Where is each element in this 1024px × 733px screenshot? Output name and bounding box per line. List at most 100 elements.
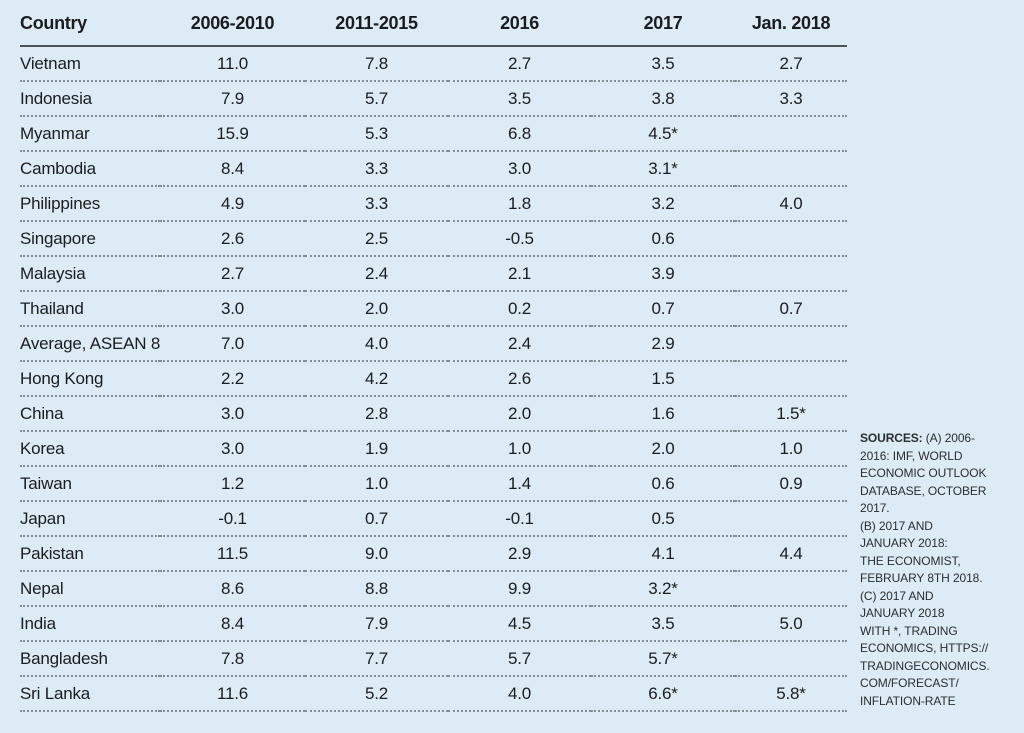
table-row: Nepal 8.6 8.8 9.9 3.2* bbox=[20, 571, 847, 607]
value-cell: 3.3 bbox=[735, 81, 847, 117]
column-header-country: Country bbox=[20, 4, 160, 47]
column-header-2011-2015: 2011-2015 bbox=[305, 4, 448, 47]
country-cell: China bbox=[20, 396, 160, 432]
country-cell: Korea bbox=[20, 431, 160, 467]
table-row: Average, ASEAN 8 7.0 4.0 2.4 2.9 bbox=[20, 326, 847, 362]
value-cell: 3.3 bbox=[305, 151, 448, 187]
value-cell: 2.0 bbox=[305, 291, 448, 327]
country-cell: Philippines bbox=[20, 186, 160, 222]
table-row: India 8.4 7.9 4.5 3.5 5.0 bbox=[20, 606, 847, 642]
value-cell: 1.0 bbox=[448, 431, 591, 467]
table-body: Vietnam 11.0 7.8 2.7 3.5 2.7 Indonesia 7.9 5.7 3.… bbox=[20, 46, 847, 712]
table-row: Pakistan 11.5 9.0 2.9 4.1 4.4 bbox=[20, 536, 847, 572]
sources-text: (A) 2006- 2016: IMF, WORLD ECONOMIC OUTL… bbox=[860, 431, 990, 708]
table-row: China 3.0 2.8 2.0 1.6 1.5* bbox=[20, 396, 847, 432]
table-row: Taiwan 1.2 1.0 1.4 0.6 0.9 bbox=[20, 466, 847, 502]
country-cell: Hong Kong bbox=[20, 361, 160, 397]
value-cell: 5.3 bbox=[305, 116, 448, 152]
table-row: Singapore 2.6 2.5 -0.5 0.6 bbox=[20, 221, 847, 257]
value-cell: 2.5 bbox=[305, 221, 448, 257]
value-cell: 3.0 bbox=[160, 396, 305, 432]
value-cell: 1.8 bbox=[448, 186, 591, 222]
header-row: Country 2006-2010 2011-2015 2016 2017 Ja… bbox=[20, 4, 847, 47]
column-header-2016: 2016 bbox=[448, 4, 591, 47]
value-cell: 2.4 bbox=[305, 256, 448, 292]
value-cell: -0.1 bbox=[160, 501, 305, 537]
value-cell: 3.5 bbox=[591, 606, 735, 642]
table-row: Indonesia 7.9 5.7 3.5 3.8 3.3 bbox=[20, 81, 847, 117]
value-cell: 1.9 bbox=[305, 431, 448, 467]
table-row: Myanmar 15.9 5.3 6.8 4.5* bbox=[20, 116, 847, 152]
table-row: Japan -0.1 0.7 -0.1 0.5 bbox=[20, 501, 847, 537]
value-cell: 1.5 bbox=[591, 361, 735, 397]
country-cell: Malaysia bbox=[20, 256, 160, 292]
value-cell: 1.2 bbox=[160, 466, 305, 502]
value-cell: 4.0 bbox=[448, 676, 591, 712]
value-cell: 8.4 bbox=[160, 606, 305, 642]
value-cell bbox=[735, 326, 847, 362]
value-cell: 0.7 bbox=[305, 501, 448, 537]
value-cell: 3.8 bbox=[591, 81, 735, 117]
value-cell: 8.6 bbox=[160, 571, 305, 607]
table-area: Country 2006-2010 2011-2015 2016 2017 Ja… bbox=[20, 4, 847, 712]
value-cell: 2.9 bbox=[591, 326, 735, 362]
value-cell bbox=[735, 221, 847, 257]
value-cell: 0.9 bbox=[735, 466, 847, 502]
value-cell: 0.7 bbox=[591, 291, 735, 327]
country-cell: Sri Lanka bbox=[20, 676, 160, 712]
value-cell bbox=[735, 641, 847, 677]
value-cell: 3.0 bbox=[160, 431, 305, 467]
value-cell: 5.2 bbox=[305, 676, 448, 712]
value-cell: 3.0 bbox=[160, 291, 305, 327]
value-cell: 2.2 bbox=[160, 361, 305, 397]
value-cell bbox=[735, 151, 847, 187]
table-row: Hong Kong 2.2 4.2 2.6 1.5 bbox=[20, 361, 847, 397]
table-row: Cambodia 8.4 3.3 3.0 3.1* bbox=[20, 151, 847, 187]
country-cell: Bangladesh bbox=[20, 641, 160, 677]
country-cell: Nepal bbox=[20, 571, 160, 607]
inflation-table: Country 2006-2010 2011-2015 2016 2017 Ja… bbox=[20, 4, 847, 712]
value-cell: 1.0 bbox=[305, 466, 448, 502]
value-cell: 8.4 bbox=[160, 151, 305, 187]
value-cell: 2.9 bbox=[448, 536, 591, 572]
value-cell: 3.9 bbox=[591, 256, 735, 292]
value-cell: 1.4 bbox=[448, 466, 591, 502]
value-cell: 4.5* bbox=[591, 116, 735, 152]
value-cell: 7.9 bbox=[160, 81, 305, 117]
country-cell: Vietnam bbox=[20, 46, 160, 82]
value-cell: 0.5 bbox=[591, 501, 735, 537]
value-cell: 4.2 bbox=[305, 361, 448, 397]
value-cell: 1.6 bbox=[591, 396, 735, 432]
value-cell: 3.5 bbox=[448, 81, 591, 117]
table-row: Malaysia 2.7 2.4 2.1 3.9 bbox=[20, 256, 847, 292]
value-cell: 4.1 bbox=[591, 536, 735, 572]
value-cell: 1.5* bbox=[735, 396, 847, 432]
table-row: Korea 3.0 1.9 1.0 2.0 1.0 bbox=[20, 431, 847, 467]
country-cell: Average, ASEAN 8 bbox=[20, 326, 160, 362]
value-cell: 2.8 bbox=[305, 396, 448, 432]
value-cell: -0.5 bbox=[448, 221, 591, 257]
value-cell: 5.7* bbox=[591, 641, 735, 677]
value-cell: 3.2* bbox=[591, 571, 735, 607]
value-cell: 8.8 bbox=[305, 571, 448, 607]
value-cell: 0.7 bbox=[735, 291, 847, 327]
value-cell: 2.4 bbox=[448, 326, 591, 362]
value-cell: 2.6 bbox=[448, 361, 591, 397]
value-cell: 4.5 bbox=[448, 606, 591, 642]
country-cell: Pakistan bbox=[20, 536, 160, 572]
value-cell: 3.0 bbox=[448, 151, 591, 187]
value-cell: 5.0 bbox=[735, 606, 847, 642]
value-cell: 7.0 bbox=[160, 326, 305, 362]
country-cell: India bbox=[20, 606, 160, 642]
value-cell: 2.0 bbox=[448, 396, 591, 432]
value-cell: 5.7 bbox=[305, 81, 448, 117]
value-cell: 0.6 bbox=[591, 221, 735, 257]
value-cell: 1.0 bbox=[735, 431, 847, 467]
value-cell: 7.8 bbox=[160, 641, 305, 677]
value-cell: 3.2 bbox=[591, 186, 735, 222]
value-cell: 11.6 bbox=[160, 676, 305, 712]
country-cell: Singapore bbox=[20, 221, 160, 257]
value-cell: 9.0 bbox=[305, 536, 448, 572]
value-cell: 2.7 bbox=[448, 46, 591, 82]
value-cell: 0.2 bbox=[448, 291, 591, 327]
